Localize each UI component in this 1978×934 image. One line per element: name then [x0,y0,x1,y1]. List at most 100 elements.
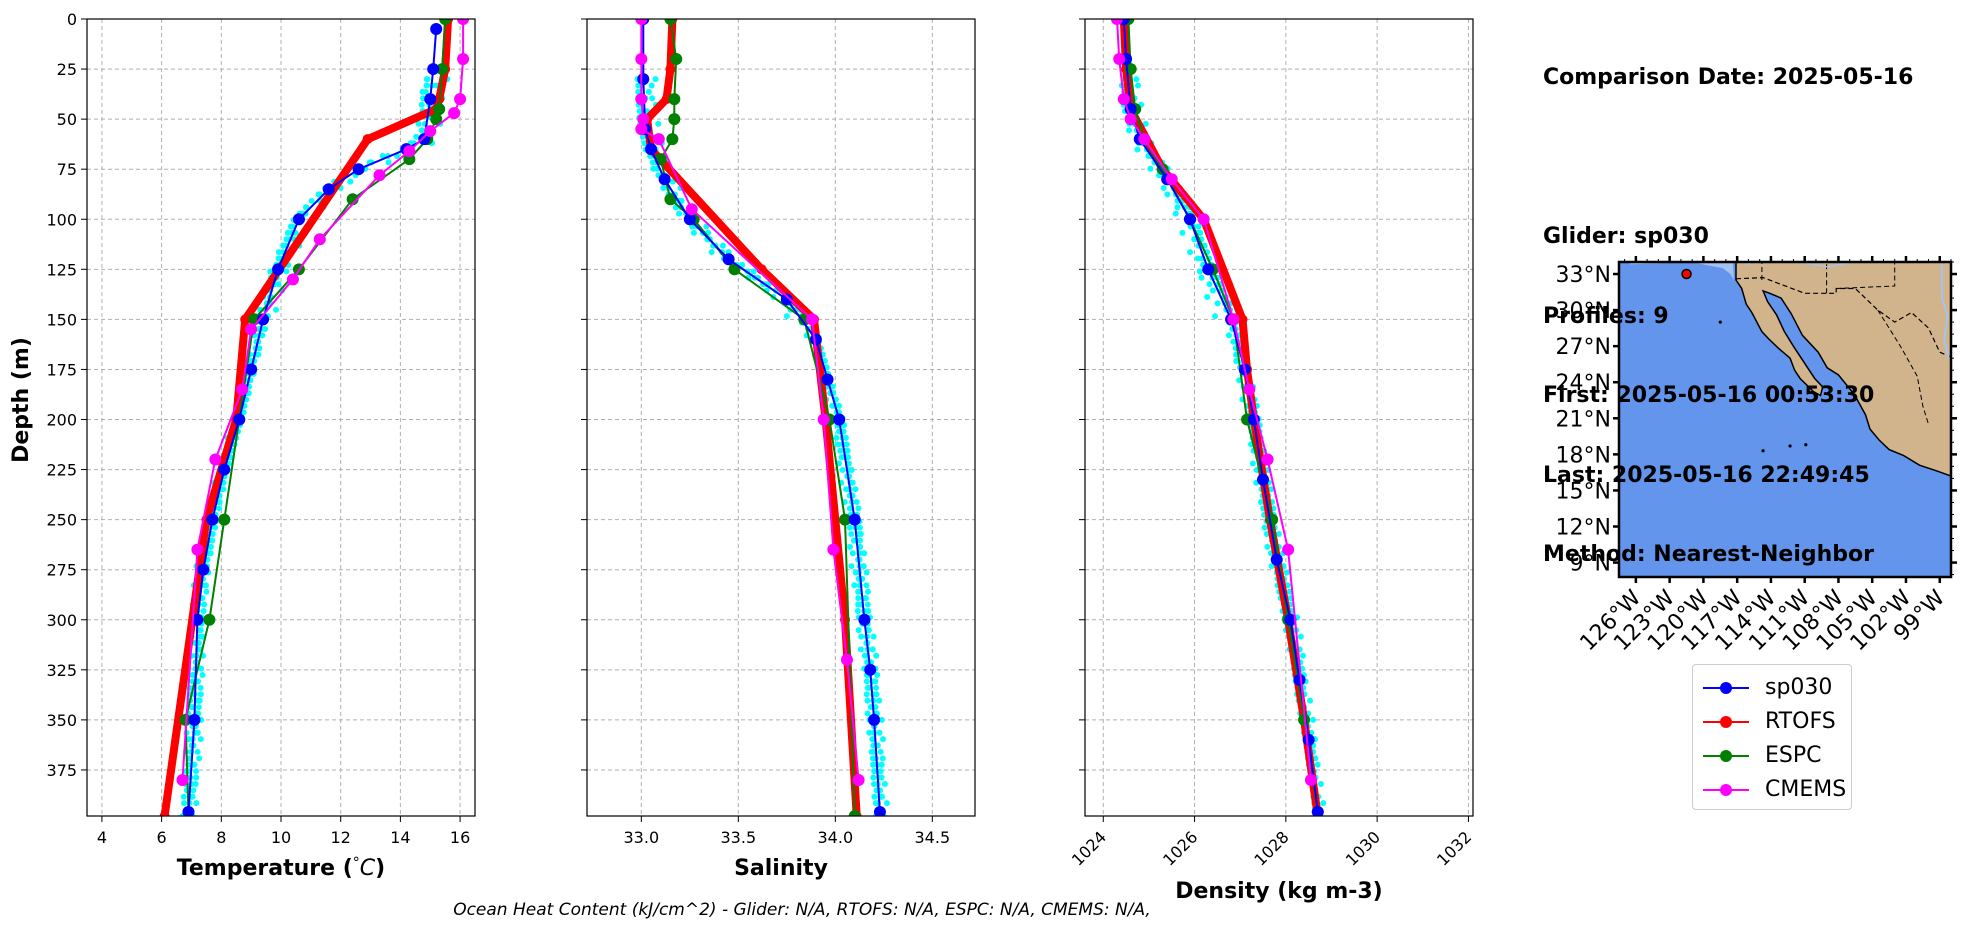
glider-raw-point [843,486,850,493]
espc-density-line [1127,19,1319,813]
cmems-temperature-point [448,107,461,120]
glider-raw-point [858,633,865,640]
density-x-tick-label: 1028 [1250,827,1292,869]
sp030-density-point [1293,673,1306,686]
glider-raw-point [856,537,863,544]
sp030-density-point [1284,613,1297,626]
sp030-density-point [1302,733,1315,746]
glider-raw-point [197,627,204,634]
temperature-y-tick-label: 150 [46,310,77,329]
map-area [1619,262,1951,577]
cmems-density-line [1116,19,1312,781]
temperature-x-tick-label: 10 [271,828,291,847]
espc-temperature-point [218,513,231,526]
espc-temperature-point [433,103,446,116]
temperature-x-tick-label: 16 [450,828,470,847]
sp030-temperature-point [322,183,335,196]
glider-raw-point [864,588,871,595]
glider-raw-point [1196,268,1203,275]
glider-raw-point [1164,191,1171,198]
glider-raw-point [844,447,851,454]
map-lat-label: 18°N [1556,443,1611,468]
cmems-density-point [1138,133,1151,146]
glider-raw-point [1160,185,1167,192]
sp030-density-point [1311,805,1324,816]
sp030-temperature-point [352,163,365,176]
glider-raw-point [194,748,201,755]
glider-raw-point [862,595,869,602]
glider-raw-point [1126,127,1133,134]
glider-raw-point [876,697,883,704]
glider-raw-point [869,736,876,743]
glider-raw-point [1261,524,1268,531]
glider-raw-point [1214,300,1221,307]
glider-raw-point [861,652,868,659]
sp030-density-point [1183,213,1196,226]
glider-raw-point [207,543,214,550]
glider-raw-point [347,178,354,185]
glider-raw-point [220,486,227,493]
sp030-salinity-point [873,805,886,816]
glider-raw-point [1142,120,1149,127]
glider-raw-point [846,524,853,531]
cmems-salinity-point [827,543,840,556]
sp030-salinity-point [833,413,846,426]
legend-item-sp030: sp030 [1703,673,1848,703]
glider-raw-point [834,441,841,448]
sp030-temperature-point [182,805,195,816]
glider-raw-point [848,466,855,473]
cmems-salinity-point [685,203,698,216]
profiles-count-text: Profiles: 9 [1543,303,1669,329]
glider-raw-point [1194,255,1201,262]
glider-raw-point [645,88,652,95]
glider-raw-point [873,652,880,659]
ocean-heat-content-text: Ocean Heat Content (kJ/cm^2) - Glider: N… [453,900,1151,920]
island-marker [1761,449,1765,453]
cmems-temperature-point [209,453,222,466]
glider-raw-point [878,716,885,723]
glider-raw-point [197,736,204,743]
sp030-salinity-point [848,513,861,526]
map-lat-label: 12°N [1556,516,1611,541]
glider-raw-point [648,82,655,89]
glider-raw-point [212,524,219,531]
sp030-density-point [1270,553,1283,566]
glider-raw-point [857,646,864,653]
glider-raw-point [872,800,879,807]
sp030-temperature-point [257,313,270,326]
glider-raw-point [719,242,726,249]
map-lat-label: 33°N [1556,263,1611,288]
glider-raw-point [870,774,877,781]
glider-raw-point [1310,716,1317,723]
glider-raw-point [852,569,859,576]
cmems-salinity-point [652,133,665,146]
sp030-salinity-point [780,293,793,306]
cmems-density-point [1165,173,1178,186]
espc-salinity-point [848,810,861,816]
sp030-temperature-point [206,513,219,526]
glider-raw-point [852,486,859,493]
glider-raw-point [207,550,214,557]
cmems-temperature-point [191,543,204,556]
glider-raw-point [1147,165,1154,172]
cmems-temperature-point [454,93,467,106]
glider-raw-point [200,607,207,614]
glider-raw-point [839,466,846,473]
cmems-salinity-point [852,773,865,786]
legend-item-cmems: CMEMS [1703,775,1848,805]
temperature-y-tick-label: 275 [46,561,77,580]
glider-raw-point [419,127,426,134]
glider-raw-point [871,768,878,775]
cmems-density-point [1282,543,1295,556]
gulf-coast-shelf [1941,262,1950,359]
temperature-y-tick-label: 125 [46,260,77,279]
glider-raw-point [843,441,850,448]
glider-raw-point [181,800,188,807]
glider-raw-point [853,499,860,506]
density-axes-frame [1084,18,1474,817]
sp030-temperature-point [191,613,204,626]
glider-raw-point [1275,531,1282,538]
glider-raw-point [1198,274,1205,281]
temperature-x-tick-label: 6 [157,828,167,847]
glider-raw-point [837,447,844,454]
